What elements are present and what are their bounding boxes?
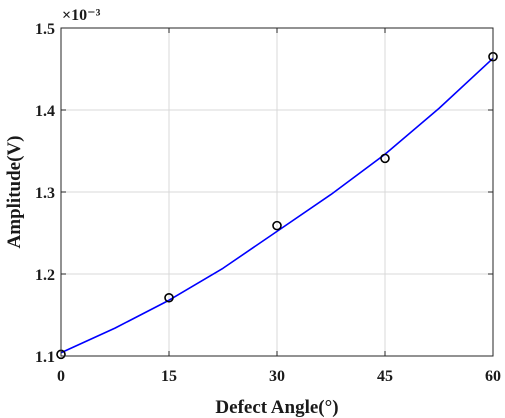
x-axis-ticks: 0 15 30 45 60 <box>57 28 501 385</box>
data-point <box>380 153 390 164</box>
x-tick-label: 45 <box>377 368 393 385</box>
y-tick-label: 1.2 <box>35 267 55 284</box>
y-tick-label: 1.4 <box>35 103 55 120</box>
y-tick-label: 1.5 <box>35 21 55 38</box>
fit-curve-layer <box>60 57 494 354</box>
y-axis-label: Amplitude(V) <box>4 136 25 249</box>
y-tick-label: 1.3 <box>35 185 55 202</box>
fit-curve <box>60 57 494 354</box>
x-tick-label: 0 <box>57 368 65 385</box>
grid <box>61 28 493 356</box>
x-tick-label: 30 <box>269 368 285 385</box>
y-tick-label: 1.1 <box>35 349 55 366</box>
x-tick-label: 15 <box>161 368 177 385</box>
y-axis-exponent: ×10⁻³ <box>62 7 101 24</box>
y-axis-ticks: 1.1 1.2 1.3 1.4 1.5 <box>35 21 493 366</box>
x-tick-label: 60 <box>485 368 501 385</box>
x-axis-label: Defect Angle(°) <box>215 397 338 418</box>
data-point <box>272 220 282 231</box>
data-point <box>164 292 174 303</box>
